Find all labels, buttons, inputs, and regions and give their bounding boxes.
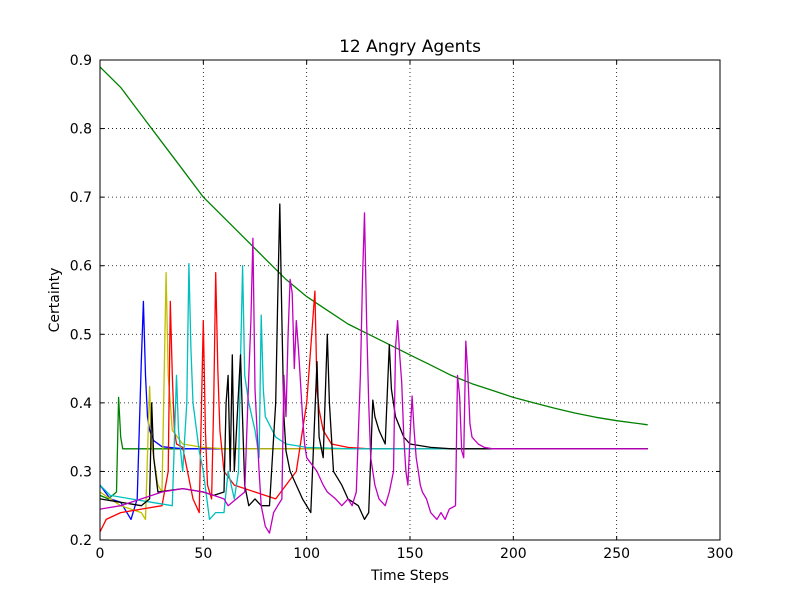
y-tick-label: 0.3 [70,464,92,480]
x-tick-label: 0 [96,546,105,562]
x-tick-label: 100 [293,546,320,562]
series-line-1 [100,66,648,426]
ticks: 0 50 100 150 200 250 300 0.2 0.3 0.4 0.5 0.6 0.7 0.8 0… [70,53,734,562]
grid [100,60,720,540]
y-tick-label: 0.7 [70,190,92,206]
x-tick-label: 200 [500,546,527,562]
chart-title: 12 Angry Agents [339,37,481,57]
x-tick-label: 300 [707,546,734,562]
x-tick-label: 250 [603,546,630,562]
y-tick-label: 0.6 [70,259,92,275]
y-tick-label: 0.4 [70,396,92,412]
y-tick-label: 0.9 [70,53,92,69]
series-line-6 [100,263,648,521]
series-line-2 [100,396,648,500]
series-group [100,66,648,534]
y-axis-label: Certainty [47,268,63,333]
y-tick-label: 0.5 [70,327,92,343]
x-tick-label: 150 [397,546,424,562]
x-axis-label: Time Steps [370,568,449,584]
y-tick-label: 0.8 [70,122,92,138]
series-line-8 [100,212,648,534]
y-tick-label: 0.2 [70,533,92,549]
x-tick-label: 50 [194,546,212,562]
